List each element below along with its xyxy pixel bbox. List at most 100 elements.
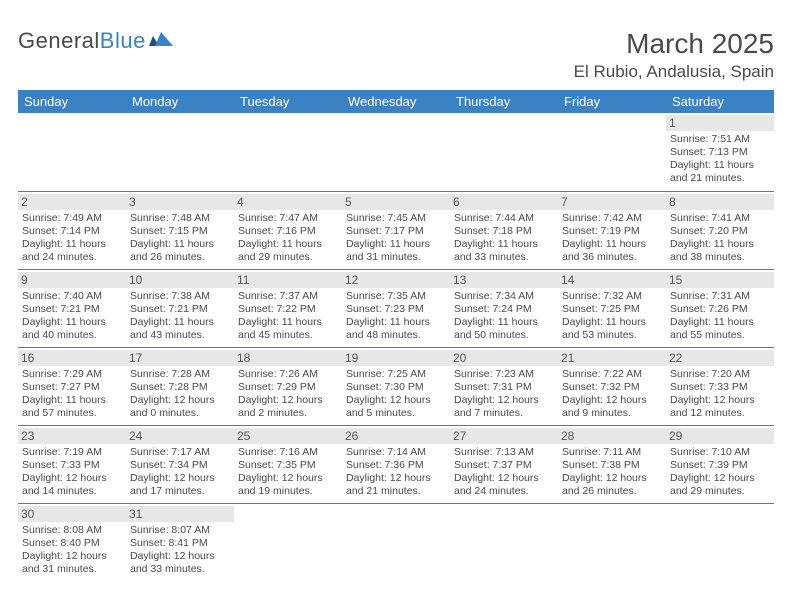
- day-number: 15: [666, 272, 774, 288]
- day-cell: 7 Sunrise: 7:42 AMSunset: 7:19 PMDaylight…: [558, 191, 666, 269]
- day-detail: Sunrise: 7:13 AMSunset: 7:37 PMDaylight:…: [454, 446, 554, 499]
- sunset-text: Sunset: 7:25 PM: [562, 303, 662, 316]
- col-wednesday: Wednesday: [342, 90, 450, 113]
- day-cell: 22 Sunrise: 7:20 AMSunset: 7:33 PMDayligh…: [666, 347, 774, 425]
- sunrise-text: Sunrise: 7:32 AM: [562, 290, 662, 303]
- day-number: 29: [666, 428, 774, 444]
- sunrise-text: Sunrise: 7:14 AM: [346, 446, 446, 459]
- day-header-row: Sunday Monday Tuesday Wednesday Thursday…: [18, 90, 774, 113]
- daylight-text: Daylight: 11 hours and 43 minutes.: [130, 316, 230, 342]
- sunrise-text: Sunrise: 7:34 AM: [454, 290, 554, 303]
- sunrise-text: Sunrise: 7:41 AM: [670, 212, 770, 225]
- sunrise-text: Sunrise: 7:45 AM: [346, 212, 446, 225]
- day-cell: 27Sunrise: 7:13 AMSunset: 7:37 PMDayligh…: [450, 425, 558, 503]
- sunset-text: Sunset: 7:26 PM: [670, 303, 770, 316]
- day-detail: Sunrise: 7:40 AMSunset: 7:21 PMDaylight:…: [22, 290, 122, 343]
- day-cell: 3Sunrise: 7:48 AMSunset: 7:15 PMDaylight…: [126, 191, 234, 269]
- sunset-text: Sunset: 7:13 PM: [670, 146, 770, 159]
- daylight-text: Daylight: 12 hours and 19 minutes.: [238, 472, 338, 498]
- day-number: 30: [18, 506, 126, 522]
- day-detail: Sunrise: 7:29 AMSunset: 7:27 PMDaylight:…: [22, 368, 122, 421]
- month-title: March 2025: [574, 28, 774, 60]
- sunrise-text: Sunrise: 7:47 AM: [238, 212, 338, 225]
- sunset-text: Sunset: 7:35 PM: [238, 459, 338, 472]
- sunset-text: Sunset: 7:21 PM: [22, 303, 122, 316]
- sunset-text: Sunset: 7:37 PM: [454, 459, 554, 472]
- sunset-text: Sunset: 7:27 PM: [22, 381, 122, 394]
- day-cell: 29Sunrise: 7:10 AMSunset: 7:39 PMDayligh…: [666, 425, 774, 503]
- week-row: 1Sunrise: 7:51 AMSunset: 7:13 PMDaylight…: [18, 113, 774, 191]
- day-number: 11: [234, 272, 342, 288]
- day-number: 13: [450, 272, 558, 288]
- daylight-text: Daylight: 12 hours and 24 minutes.: [454, 472, 554, 498]
- day-number: 16: [18, 350, 126, 366]
- daylight-text: Daylight: 11 hours and 48 minutes.: [346, 316, 446, 342]
- week-row: 30 Sunrise: 8:08 AMSunset: 8:40 PMDayligh…: [18, 503, 774, 581]
- title-block: March 2025 El Rubio, Andalusia, Spain: [574, 28, 774, 82]
- day-cell: 5Sunrise: 7:45 AMSunset: 7:17 PMDaylight…: [342, 191, 450, 269]
- day-number: 28: [558, 428, 666, 444]
- sunrise-text: Sunrise: 7:38 AM: [130, 290, 230, 303]
- day-cell: 4Sunrise: 7:47 AMSunset: 7:16 PMDaylight…: [234, 191, 342, 269]
- sunrise-text: Sunrise: 7:42 AM: [562, 212, 662, 225]
- col-tuesday: Tuesday: [234, 90, 342, 113]
- sunrise-text: Sunrise: 8:08 AM: [22, 524, 122, 537]
- day-cell: 28Sunrise: 7:11 AMSunset: 7:38 PMDayligh…: [558, 425, 666, 503]
- day-detail: Sunrise: 7:41 AMSunset: 7:20 PMDaylight:…: [670, 212, 770, 265]
- day-detail: Sunrise: 7:49 AMSunset: 7:14 PMDaylight:…: [22, 212, 122, 265]
- day-number: 7: [558, 194, 666, 210]
- sunset-text: Sunset: 7:15 PM: [130, 225, 230, 238]
- day-cell: [234, 503, 342, 581]
- day-number: 17: [126, 350, 234, 366]
- sunrise-text: Sunrise: 7:11 AM: [562, 446, 662, 459]
- logo: GeneralBlue: [18, 28, 175, 54]
- day-detail: Sunrise: 7:51 AMSunset: 7:13 PMDaylight:…: [670, 133, 770, 186]
- sunrise-text: Sunrise: 7:28 AM: [130, 368, 230, 381]
- day-detail: Sunrise: 7:14 AMSunset: 7:36 PMDaylight:…: [346, 446, 446, 499]
- day-cell: 21Sunrise: 7:22 AMSunset: 7:32 PMDayligh…: [558, 347, 666, 425]
- sunset-text: Sunset: 7:21 PM: [130, 303, 230, 316]
- day-number: 6: [450, 194, 558, 210]
- sunset-text: Sunset: 7:22 PM: [238, 303, 338, 316]
- day-detail: Sunrise: 7:23 AMSunset: 7:31 PMDaylight:…: [454, 368, 554, 421]
- day-number: 18: [234, 350, 342, 366]
- day-detail: Sunrise: 7:16 AMSunset: 7:35 PMDaylight:…: [238, 446, 338, 499]
- day-number: 24: [126, 428, 234, 444]
- day-number: 21: [558, 350, 666, 366]
- daylight-text: Daylight: 12 hours and 26 minutes.: [562, 472, 662, 498]
- sunrise-text: Sunrise: 7:35 AM: [346, 290, 446, 303]
- day-cell: 16 Sunrise: 7:29 AMSunset: 7:27 PMDayligh…: [18, 347, 126, 425]
- day-number: 23: [18, 428, 126, 444]
- sunset-text: Sunset: 8:40 PM: [22, 537, 122, 550]
- day-cell: 30 Sunrise: 8:08 AMSunset: 8:40 PMDayligh…: [18, 503, 126, 581]
- calendar-table: Sunday Monday Tuesday Wednesday Thursday…: [18, 90, 774, 581]
- daylight-text: Daylight: 12 hours and 2 minutes.: [238, 394, 338, 420]
- day-detail: Sunrise: 7:20 AMSunset: 7:33 PMDaylight:…: [670, 368, 770, 421]
- day-cell: 10 Sunrise: 7:38 AMSunset: 7:21 PMDayligh…: [126, 269, 234, 347]
- day-detail: Sunrise: 7:26 AMSunset: 7:29 PMDaylight:…: [238, 368, 338, 421]
- day-number: 2: [18, 194, 126, 210]
- sunrise-text: Sunrise: 7:22 AM: [562, 368, 662, 381]
- day-detail: Sunrise: 7:34 AMSunset: 7:24 PMDaylight:…: [454, 290, 554, 343]
- day-cell: 13 Sunrise: 7:34 AMSunset: 7:24 PMDayligh…: [450, 269, 558, 347]
- day-detail: Sunrise: 7:42 AMSunset: 7:19 PMDaylight:…: [562, 212, 662, 265]
- sunrise-text: Sunrise: 7:16 AM: [238, 446, 338, 459]
- day-number: 22: [666, 350, 774, 366]
- daylight-text: Daylight: 11 hours and 55 minutes.: [670, 316, 770, 342]
- sunset-text: Sunset: 8:41 PM: [130, 537, 230, 550]
- day-number: 10: [126, 272, 234, 288]
- daylight-text: Daylight: 12 hours and 14 minutes.: [22, 472, 122, 498]
- day-cell: [234, 113, 342, 191]
- day-detail: Sunrise: 7:37 AMSunset: 7:22 PMDaylight:…: [238, 290, 338, 343]
- sunset-text: Sunset: 7:18 PM: [454, 225, 554, 238]
- daylight-text: Daylight: 12 hours and 31 minutes.: [22, 550, 122, 576]
- daylight-text: Daylight: 11 hours and 36 minutes.: [562, 238, 662, 264]
- sunrise-text: Sunrise: 7:31 AM: [670, 290, 770, 303]
- daylight-text: Daylight: 12 hours and 17 minutes.: [130, 472, 230, 498]
- day-cell: 6Sunrise: 7:44 AMSunset: 7:18 PMDaylight…: [450, 191, 558, 269]
- day-detail: Sunrise: 8:07 AMSunset: 8:41 PMDaylight:…: [130, 524, 230, 577]
- day-cell: [126, 113, 234, 191]
- sunrise-text: Sunrise: 7:49 AM: [22, 212, 122, 225]
- sunrise-text: Sunrise: 7:23 AM: [454, 368, 554, 381]
- day-detail: Sunrise: 7:35 AMSunset: 7:23 PMDaylight:…: [346, 290, 446, 343]
